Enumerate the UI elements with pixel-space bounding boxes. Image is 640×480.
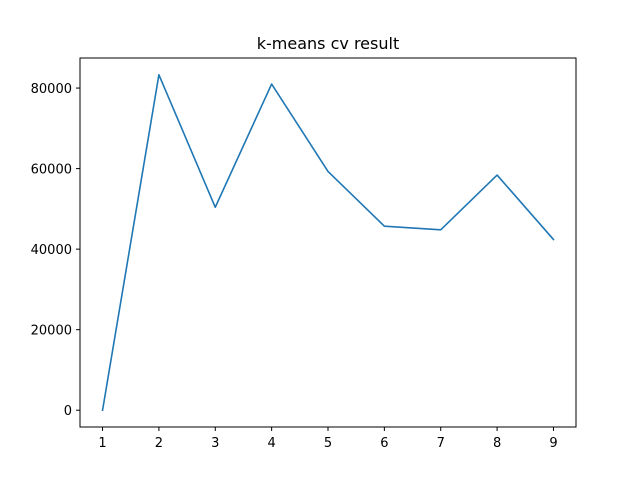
x-tick-label: 3 (211, 436, 219, 451)
y-tick-label: 40000 (31, 243, 72, 258)
series-line-0 (101, 73, 555, 412)
chart-title: k-means cv result (257, 34, 399, 53)
x-tick-label: 5 (324, 436, 332, 451)
x-tick-label: 6 (380, 436, 388, 451)
x-tick-label: 9 (549, 436, 557, 451)
y-tick-label: 80000 (31, 82, 72, 97)
x-tick-label: 7 (437, 436, 445, 451)
x-tick-label: 8 (493, 436, 501, 451)
y-tick-label: 0 (64, 404, 72, 419)
y-tick-label: 20000 (31, 324, 72, 339)
x-tick-label: 2 (155, 436, 163, 451)
y-tick-label: 60000 (31, 163, 72, 178)
x-tick-label: 4 (267, 436, 275, 451)
x-tick-label: 1 (98, 436, 106, 451)
plot-area: 1 2 3 4 5 6 7 8 9 0 20000 40000 60000 80000 (31, 57, 577, 451)
